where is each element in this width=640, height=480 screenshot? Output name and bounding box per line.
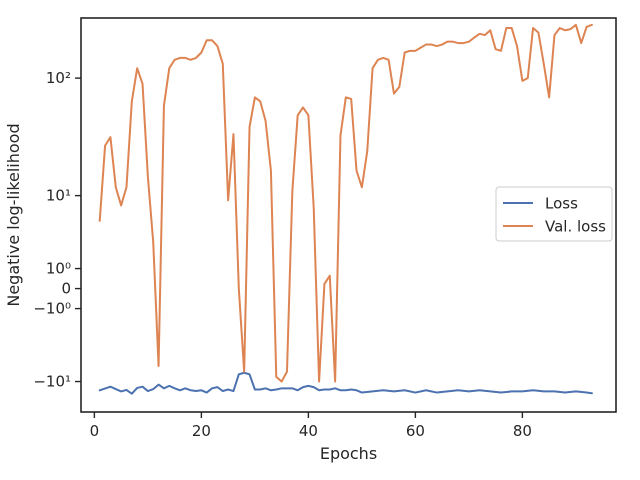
y-tick-label: 0	[61, 280, 71, 298]
x-tick-label: 60	[406, 422, 425, 440]
y-axis-ticks: −10¹ −10⁰ 0 10⁰ 10¹ 10²	[33, 69, 81, 391]
x-axis-ticks: 0 20 40 60 80	[90, 412, 532, 440]
y-tick-label: −10¹	[33, 373, 71, 391]
x-tick-label: 0	[90, 422, 100, 440]
series-line-loss	[98, 371, 593, 395]
x-tick-label: 20	[192, 422, 211, 440]
x-axis-label: Epochs	[320, 444, 377, 463]
y-tick-label: 10⁰	[46, 260, 71, 278]
legend-label-val-loss: Val. loss	[545, 218, 606, 236]
series-line-val-loss	[98, 23, 593, 383]
plot-frame	[80, 17, 617, 413]
y-tick-label: 10²	[46, 69, 71, 87]
legend-frame	[495, 186, 613, 242]
y-tick-label: 10¹	[46, 187, 71, 205]
y-tick-label: −10⁰	[33, 300, 71, 318]
legend: Loss Val. loss	[495, 186, 613, 242]
series-layer	[98, 23, 593, 395]
x-tick-label: 40	[299, 422, 318, 440]
y-axis-label: Negative log-likelihood	[4, 123, 23, 306]
x-tick-label: 80	[513, 422, 532, 440]
legend-label-loss: Loss	[545, 195, 578, 213]
